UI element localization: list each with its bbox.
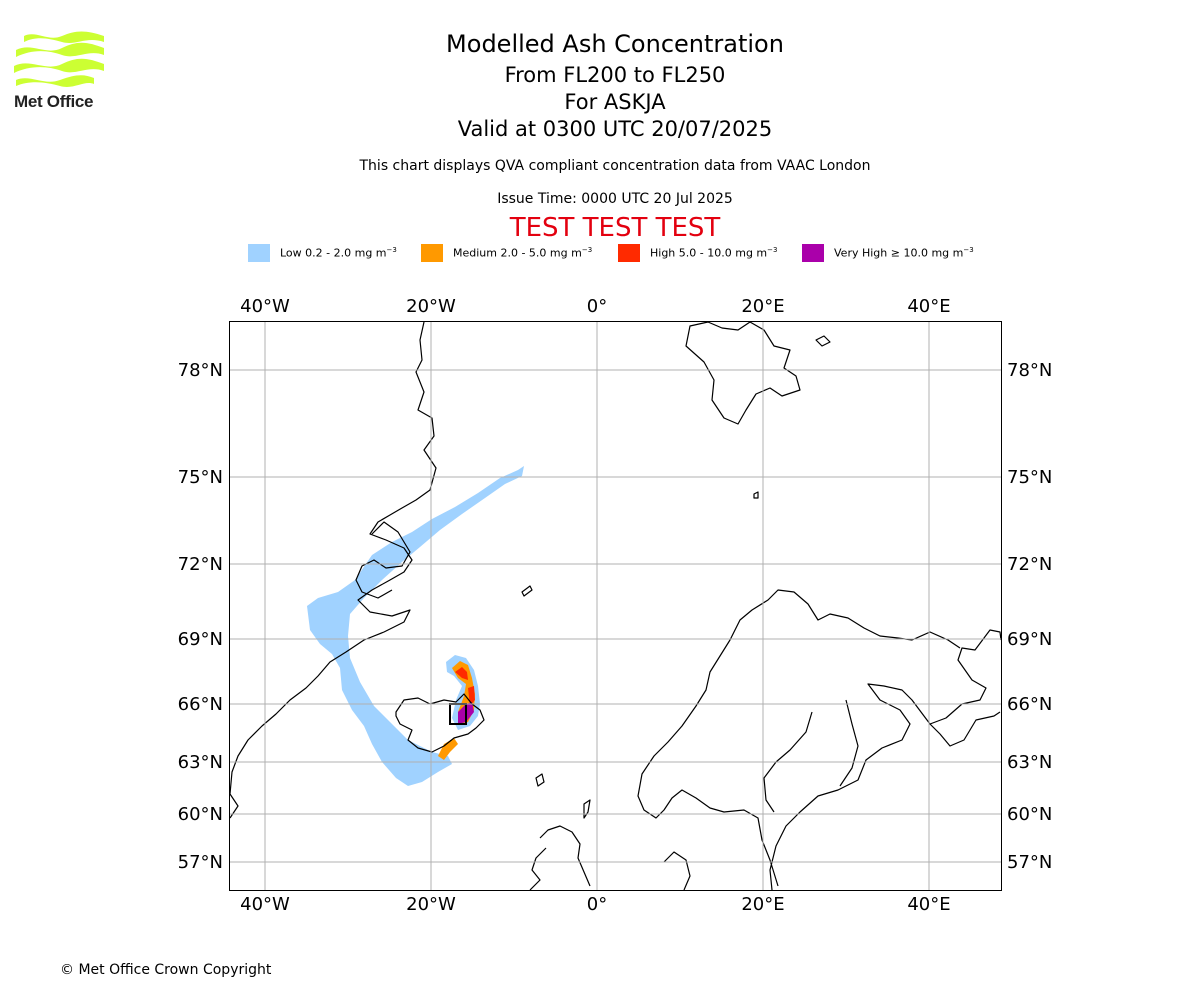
lat-labels-right: 78°N 75°N 72°N 69°N 66°N 63°N 60°N 57°N [1007, 360, 1052, 873]
greenland-coast [229, 321, 437, 819]
lon-label-top-0: 0° [587, 296, 607, 317]
legend-item-high: High 5.0 - 10.0 mg m−3 [618, 244, 777, 262]
lat-label-left-57n: 57°N [178, 852, 223, 873]
bear-island-coast [753, 491, 759, 499]
map-background [229, 321, 1002, 891]
legend-label-medium: Medium 2.0 - 5.0 mg m [453, 246, 582, 260]
iceland-coast [395, 693, 485, 753]
legend-swatch-high [618, 244, 640, 262]
lon-label-bottom-20e: 20°E [741, 894, 784, 915]
lat-label-left-75n: 75°N [178, 467, 223, 488]
met-office-logo: Met Office [14, 30, 106, 112]
chart-description: This chart displays QVA compliant concen… [359, 158, 871, 174]
legend-unit-medium: −3 [581, 246, 593, 255]
lat-label-right-63n: 63°N [1007, 752, 1052, 773]
legend-unit-very-high: −3 [963, 246, 974, 255]
scandinavia-coast [637, 589, 1002, 891]
white-sea-coast [929, 711, 1001, 747]
lat-label-right-75n: 75°N [1007, 467, 1052, 488]
legend-label-very-high: Very High ≥ 10.0 mg m [834, 246, 964, 260]
lat-label-right-57n: 57°N [1007, 852, 1052, 873]
copyright-notice: © Met Office Crown Copyright [60, 962, 272, 978]
met-office-wave-icon [14, 31, 104, 87]
lon-label-top-40w: 40°W [240, 296, 290, 317]
chart-title: Modelled Ash Concentration [446, 30, 784, 58]
legend-label-high: High 5.0 - 10.0 mg m [650, 246, 768, 260]
issue-time: Issue Time: 0000 UTC 20 Jul 2025 [497, 191, 733, 207]
flight-level-range: From FL200 to FL250 [504, 63, 726, 87]
gridlines [230, 322, 1001, 890]
volcano-name: For ASKJA [564, 90, 666, 114]
faroe-coast [535, 773, 545, 787]
legend-item-medium: Medium 2.0 - 5.0 mg m−3 [421, 244, 592, 262]
lat-label-right-69n: 69°N [1007, 629, 1052, 650]
lon-labels-bottom: 40°W 20°W 0° 20°E 40°E [240, 894, 950, 915]
lat-label-right-60n: 60°N [1007, 804, 1052, 825]
lon-label-top-20e: 20°E [741, 296, 784, 317]
test-banner: TEST TEST TEST [509, 213, 721, 243]
lat-label-left-78n: 78°N [178, 360, 223, 381]
shetland-coast [583, 799, 591, 819]
lat-label-left-72n: 72°N [178, 554, 223, 575]
lon-label-top-20w: 20°W [406, 296, 456, 317]
denmark-coast [663, 851, 691, 891]
legend-swatch-low [248, 244, 270, 262]
valid-time: Valid at 0300 UTC 20/07/2025 [457, 117, 773, 141]
map-frame [229, 321, 1002, 891]
lat-label-right-66n: 66°N [1007, 694, 1052, 715]
legend-swatch-very-high [802, 244, 824, 262]
lon-labels-top: 40°W 20°W 0° 20°E 40°E [240, 296, 950, 317]
legend-swatch-medium [421, 244, 443, 262]
uk-coast [529, 825, 591, 891]
jan-mayen-coast [521, 585, 533, 597]
lat-label-left-60n: 60°N [178, 804, 223, 825]
lon-label-bottom-20w: 20°W [406, 894, 456, 915]
map-frame-group [229, 321, 1002, 891]
lat-labels-left: 78°N 75°N 72°N 69°N 66°N 63°N 60°N 57°N [178, 360, 223, 873]
lon-label-bottom-0: 0° [587, 894, 607, 915]
lat-label-left-63n: 63°N [178, 752, 223, 773]
coastlines [229, 321, 1002, 891]
legend-label-low: Low 0.2 - 2.0 mg m [280, 246, 387, 260]
lon-label-top-40e: 40°E [907, 296, 950, 317]
legend-item-low: Low 0.2 - 2.0 mg m−3 [248, 244, 397, 262]
svalbard-coast [685, 321, 801, 425]
lon-label-bottom-40w: 40°W [240, 894, 290, 915]
lat-label-left-69n: 69°N [178, 629, 223, 650]
legend-item-very-high: Very High ≥ 10.0 mg m−3 [802, 244, 974, 262]
lat-label-right-78n: 78°N [1007, 360, 1052, 381]
lat-label-left-66n: 66°N [178, 694, 223, 715]
met-office-wordmark: Met Office [14, 92, 94, 111]
lat-label-right-72n: 72°N [1007, 554, 1052, 575]
legend-unit-high: −3 [767, 246, 778, 255]
nordaustlandet-coast [815, 335, 831, 347]
legend-unit-low: −3 [386, 246, 397, 255]
lon-label-bottom-40e: 40°E [907, 894, 950, 915]
